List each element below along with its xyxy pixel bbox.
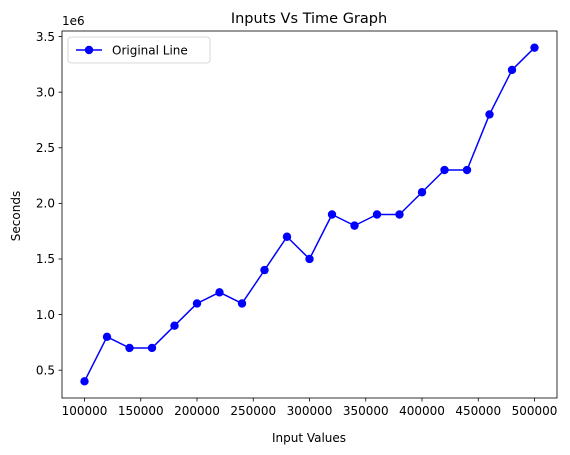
data-point <box>147 343 157 353</box>
y-axis-label: Seconds <box>9 191 23 241</box>
x-tick-label: 250000 <box>230 404 276 418</box>
y-offset-label: 1e6 <box>62 14 85 28</box>
x-tick-label: 400000 <box>399 404 445 418</box>
x-tick-label: 500000 <box>512 404 558 418</box>
data-point <box>170 321 179 330</box>
y-tick-label: 2.5 <box>36 141 55 155</box>
plot-area: 100000 150000 200000 250000 300000 350000 4000… <box>36 30 558 418</box>
data-point <box>80 377 89 386</box>
data-point <box>192 299 202 308</box>
y-tick-label: 3.5 <box>36 30 55 44</box>
data-point <box>530 43 539 52</box>
data-point <box>215 288 224 297</box>
data-point <box>125 343 134 353</box>
x-axis-label: Input Values <box>272 431 346 445</box>
legend: Original Line <box>67 36 211 64</box>
data-point <box>260 265 269 275</box>
legend-marker <box>84 45 94 55</box>
data-point <box>485 110 494 119</box>
x-tick-label: 300000 <box>287 404 333 418</box>
data-point <box>507 65 517 75</box>
data-point <box>102 332 112 342</box>
data-point <box>462 165 472 175</box>
data-point <box>350 221 359 230</box>
data-point <box>327 210 337 219</box>
x-tick-label: 350000 <box>343 404 389 418</box>
y-tick-label: 1.0 <box>36 308 55 322</box>
data-point <box>440 165 449 175</box>
legend-label: Original Line <box>112 43 188 57</box>
x-tick-label: 150000 <box>118 404 164 418</box>
data-point <box>237 299 247 308</box>
data-point <box>395 210 404 219</box>
chart-title: Inputs Vs Time Graph <box>231 11 387 27</box>
x-tick-label: 450000 <box>455 404 501 418</box>
y-tick-label: 2.0 <box>36 197 55 211</box>
y-tick-label: 3.0 <box>36 85 55 99</box>
legend-box <box>67 36 211 64</box>
y-tick-label: 0.5 <box>36 363 55 377</box>
data-point <box>282 232 292 241</box>
x-tick-label: 100000 <box>62 404 108 418</box>
y-tick-label: 1.5 <box>36 252 55 266</box>
data-point <box>305 254 314 264</box>
x-tick-label: 200000 <box>174 404 220 418</box>
data-point <box>417 188 427 197</box>
data-point <box>372 210 382 219</box>
